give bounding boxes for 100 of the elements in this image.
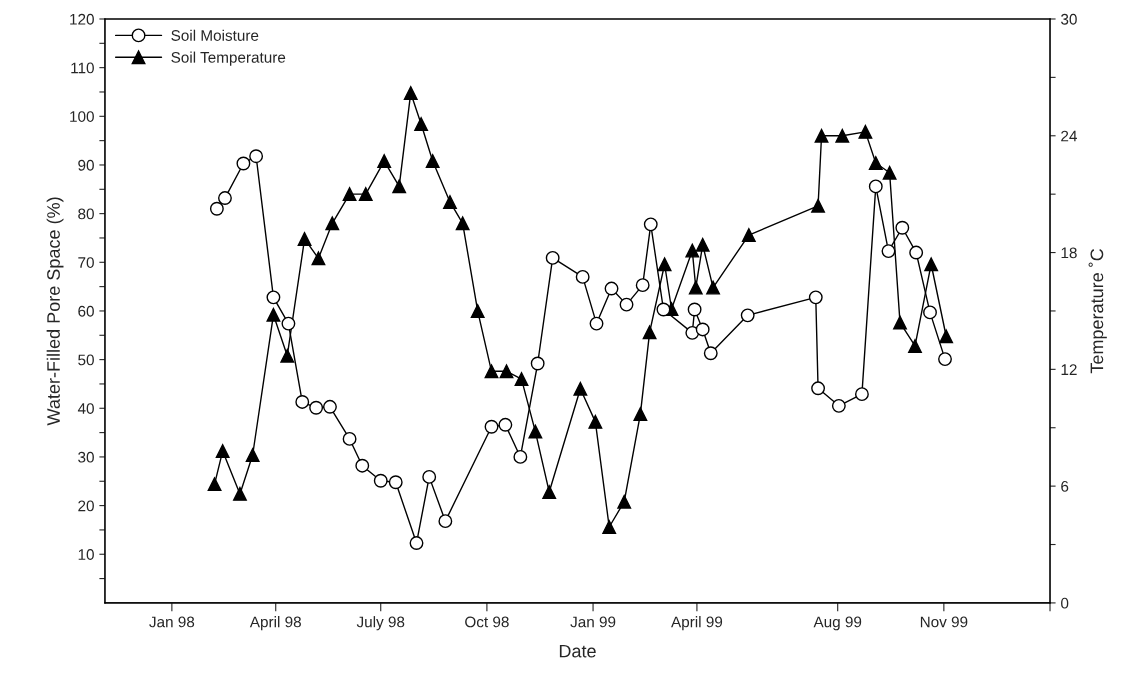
y2-tick-label: 18 (1061, 247, 1077, 259)
y-tick-label: 10 (78, 549, 94, 560)
point (545, 250, 560, 265)
point (602, 520, 617, 534)
x-tick-label: April 98 (249, 616, 301, 631)
y-tick-label: 50 (78, 354, 94, 366)
point (438, 514, 453, 529)
point (635, 278, 650, 293)
point (309, 400, 324, 415)
point (342, 431, 357, 446)
point (325, 216, 340, 231)
x-tick-label: Oct 98 (465, 616, 509, 628)
y-tick-label: 30 (78, 451, 94, 463)
y-tick-label: 90 (78, 159, 94, 171)
y-tick-label: 80 (78, 208, 94, 220)
point (236, 156, 251, 171)
point (868, 179, 883, 194)
x-tick-label: Aug 99 (813, 616, 862, 631)
point (811, 198, 826, 213)
y-tick-label: 100 (70, 111, 94, 122)
point (938, 352, 952, 367)
point (388, 475, 403, 490)
y2-tick-label: 24 (1061, 130, 1077, 142)
point (695, 237, 710, 252)
point (484, 364, 499, 379)
point (642, 325, 657, 340)
point (814, 128, 829, 143)
point (311, 251, 326, 266)
point (498, 417, 513, 432)
point (688, 280, 703, 295)
y2-tick-label: 0 (1061, 597, 1069, 609)
point (422, 469, 437, 484)
y2-tick-label: 6 (1061, 480, 1069, 492)
y2-tick-label: 30 (1061, 13, 1077, 25)
y-tick-label: 60 (78, 305, 94, 317)
point (373, 473, 388, 488)
point (455, 216, 470, 231)
point (249, 149, 264, 164)
point (868, 156, 883, 170)
legend-label: Soil Temperature (171, 51, 286, 66)
point (414, 117, 429, 132)
y-tick-label: 120 (70, 13, 94, 25)
point (811, 381, 826, 396)
point (589, 316, 604, 331)
point (695, 322, 710, 337)
point (909, 245, 924, 260)
point (297, 231, 312, 246)
point (281, 316, 296, 331)
point (409, 536, 424, 551)
point (939, 329, 954, 344)
point (425, 154, 440, 169)
point (403, 86, 418, 100)
point (895, 220, 910, 235)
point (881, 244, 896, 259)
point (573, 381, 588, 396)
point (215, 444, 230, 459)
x-tick-label: Jan 98 (149, 616, 195, 628)
point (484, 419, 499, 434)
point (377, 154, 392, 169)
point (392, 179, 407, 194)
y-tick-label: 20 (78, 500, 94, 512)
point (530, 356, 545, 371)
x-tick-label: Nov 99 (920, 616, 968, 628)
point (358, 187, 373, 202)
point (617, 494, 632, 509)
point (499, 364, 514, 379)
point (342, 187, 357, 202)
legend-label: Soil Moisture (171, 29, 259, 41)
point (619, 297, 634, 312)
x-tick-label: July 98 (356, 616, 405, 631)
point (266, 290, 281, 305)
point (706, 280, 721, 295)
x-axis-title: Date (559, 644, 596, 658)
x-tick-label: April 99 (671, 616, 723, 631)
y-tick-label: 40 (77, 403, 94, 414)
point (831, 398, 846, 413)
point (575, 269, 590, 284)
point (835, 128, 850, 143)
point (741, 228, 756, 242)
y-tick-label: 110 (71, 62, 94, 74)
point (685, 243, 700, 258)
point (514, 372, 529, 387)
point (470, 304, 485, 318)
point (924, 257, 939, 272)
point (209, 201, 224, 216)
point (643, 217, 658, 232)
point (703, 346, 718, 361)
point (233, 486, 247, 501)
point (854, 387, 869, 402)
point (355, 458, 370, 473)
point (207, 477, 222, 492)
point (280, 348, 295, 363)
point (218, 191, 232, 206)
point (808, 290, 823, 305)
point (908, 339, 922, 353)
y-tick-label: 70 (78, 257, 94, 268)
y-axis-title: Water-Filled Pore Space (%) (46, 197, 64, 426)
point (443, 195, 457, 209)
point (323, 399, 337, 414)
point (295, 394, 310, 409)
